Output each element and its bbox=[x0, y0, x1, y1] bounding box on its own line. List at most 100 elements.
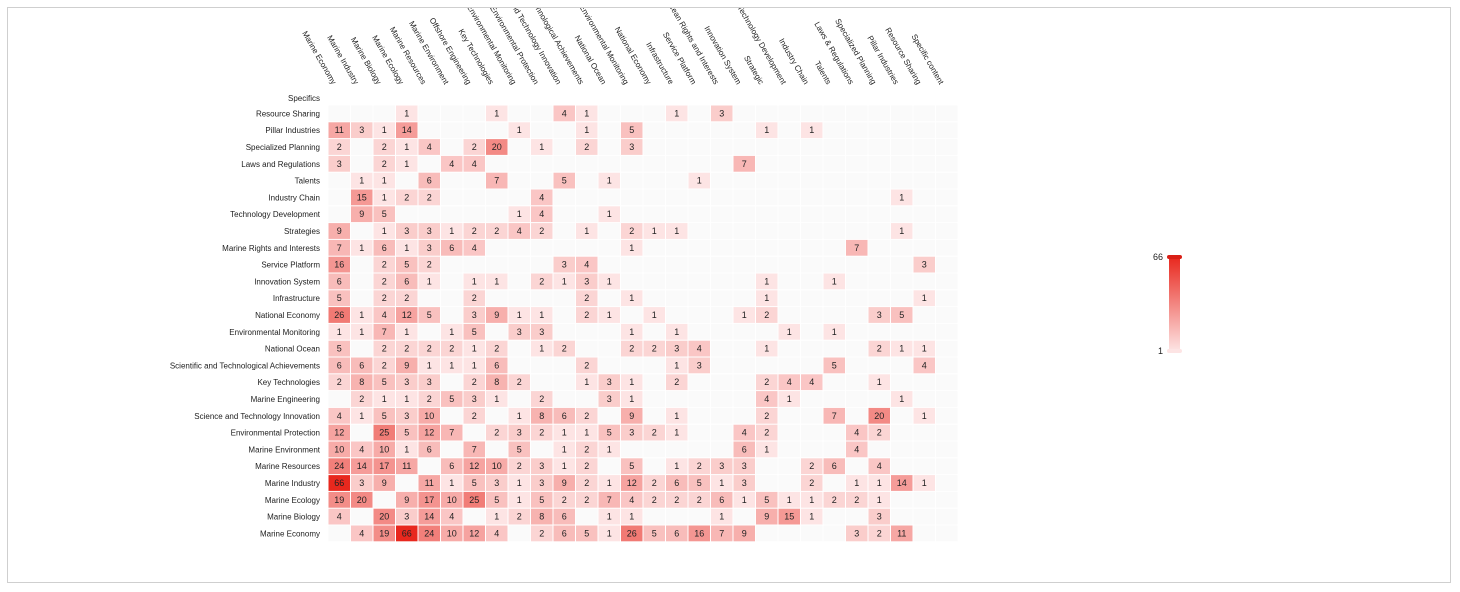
heatmap-cell[interactable] bbox=[756, 290, 778, 307]
heatmap-cell[interactable] bbox=[643, 475, 666, 491]
heatmap-cell[interactable] bbox=[711, 407, 733, 424]
heatmap-cell[interactable] bbox=[846, 105, 868, 122]
heatmap-cell[interactable] bbox=[643, 172, 666, 189]
heatmap-cell[interactable] bbox=[621, 491, 643, 508]
heatmap-cell[interactable] bbox=[936, 172, 958, 189]
heatmap-cell[interactable] bbox=[531, 525, 553, 542]
heatmap-cell[interactable] bbox=[868, 407, 891, 424]
heatmap-cell[interactable] bbox=[711, 340, 733, 357]
heatmap-cell[interactable] bbox=[846, 239, 868, 256]
heatmap-cell[interactable] bbox=[801, 239, 823, 256]
heatmap-cell[interactable] bbox=[666, 323, 688, 340]
heatmap-cell[interactable] bbox=[418, 508, 441, 525]
heatmap-cell[interactable] bbox=[441, 323, 463, 340]
heatmap-cell[interactable] bbox=[418, 172, 441, 189]
heatmap-cell[interactable] bbox=[576, 307, 598, 323]
heatmap-cell[interactable] bbox=[351, 122, 373, 139]
heatmap-cell[interactable] bbox=[598, 155, 621, 172]
heatmap-cell[interactable] bbox=[621, 441, 643, 458]
heatmap-cell[interactable] bbox=[711, 391, 733, 407]
heatmap-cell[interactable] bbox=[936, 273, 958, 290]
heatmap-cell[interactable] bbox=[733, 357, 756, 374]
heatmap-cell[interactable] bbox=[508, 307, 531, 323]
heatmap-cell[interactable] bbox=[936, 323, 958, 340]
heatmap-cell[interactable] bbox=[598, 323, 621, 340]
heatmap-cell[interactable] bbox=[688, 475, 711, 491]
heatmap-cell[interactable] bbox=[711, 206, 733, 223]
heatmap-cell[interactable] bbox=[643, 458, 666, 475]
heatmap-cell[interactable] bbox=[553, 374, 576, 391]
heatmap-cell[interactable] bbox=[441, 122, 463, 139]
heatmap-cell[interactable] bbox=[666, 172, 688, 189]
heatmap-cell[interactable] bbox=[891, 441, 913, 458]
heatmap-cell[interactable] bbox=[936, 189, 958, 206]
heatmap-cell[interactable] bbox=[486, 357, 508, 374]
heatmap-cell[interactable] bbox=[531, 323, 553, 340]
heatmap-cell[interactable] bbox=[396, 441, 418, 458]
heatmap-cell[interactable] bbox=[418, 155, 441, 172]
heatmap-cell[interactable] bbox=[801, 475, 823, 491]
heatmap-cell[interactable] bbox=[351, 172, 373, 189]
heatmap-cell[interactable] bbox=[373, 525, 396, 542]
heatmap-cell[interactable] bbox=[913, 525, 936, 542]
heatmap-cell[interactable] bbox=[553, 172, 576, 189]
heatmap-cell[interactable] bbox=[778, 155, 801, 172]
heatmap-cell[interactable] bbox=[486, 491, 508, 508]
heatmap-cell[interactable] bbox=[576, 239, 598, 256]
heatmap-cell[interactable] bbox=[891, 374, 913, 391]
heatmap-cell[interactable] bbox=[801, 223, 823, 239]
heatmap-cell[interactable] bbox=[868, 475, 891, 491]
heatmap-cell[interactable] bbox=[441, 172, 463, 189]
heatmap-cell[interactable] bbox=[396, 458, 418, 475]
heatmap-cell[interactable] bbox=[846, 340, 868, 357]
heatmap-cell[interactable] bbox=[801, 155, 823, 172]
heatmap-cell[interactable] bbox=[373, 273, 396, 290]
heatmap-cell[interactable] bbox=[823, 189, 846, 206]
heatmap-cell[interactable] bbox=[328, 525, 351, 542]
heatmap-cell[interactable] bbox=[418, 391, 441, 407]
heatmap-cell[interactable] bbox=[531, 273, 553, 290]
heatmap-cell[interactable] bbox=[328, 189, 351, 206]
heatmap-cell[interactable] bbox=[643, 139, 666, 155]
heatmap-cell[interactable] bbox=[576, 223, 598, 239]
heatmap-cell[interactable] bbox=[373, 407, 396, 424]
heatmap-cell[interactable] bbox=[643, 407, 666, 424]
heatmap-cell[interactable] bbox=[328, 223, 351, 239]
heatmap-cell[interactable] bbox=[823, 424, 846, 441]
heatmap-cell[interactable] bbox=[508, 525, 531, 542]
heatmap-cell[interactable] bbox=[328, 391, 351, 407]
heatmap-cell[interactable] bbox=[913, 391, 936, 407]
heatmap-cell[interactable] bbox=[666, 155, 688, 172]
heatmap-cell[interactable] bbox=[531, 155, 553, 172]
heatmap-cell[interactable] bbox=[688, 155, 711, 172]
heatmap-cell[interactable] bbox=[868, 223, 891, 239]
heatmap-cell[interactable] bbox=[756, 189, 778, 206]
heatmap-cell[interactable] bbox=[553, 357, 576, 374]
heatmap-cell[interactable] bbox=[441, 273, 463, 290]
heatmap-cell[interactable] bbox=[733, 172, 756, 189]
heatmap-cell[interactable] bbox=[936, 256, 958, 273]
heatmap-cell[interactable] bbox=[823, 239, 846, 256]
heatmap-cell[interactable] bbox=[846, 458, 868, 475]
heatmap-cell[interactable] bbox=[486, 323, 508, 340]
heatmap-cell[interactable] bbox=[486, 475, 508, 491]
heatmap-cell[interactable] bbox=[328, 122, 351, 139]
heatmap-cell[interactable] bbox=[373, 105, 396, 122]
heatmap-cell[interactable] bbox=[508, 391, 531, 407]
heatmap-cell[interactable] bbox=[891, 424, 913, 441]
heatmap-cell[interactable] bbox=[373, 122, 396, 139]
heatmap-cell[interactable] bbox=[936, 475, 958, 491]
heatmap-cell[interactable] bbox=[891, 391, 913, 407]
heatmap-cell[interactable] bbox=[463, 290, 486, 307]
heatmap-cell[interactable] bbox=[688, 323, 711, 340]
heatmap-cell[interactable] bbox=[576, 374, 598, 391]
heatmap-cell[interactable] bbox=[486, 172, 508, 189]
heatmap-cell[interactable] bbox=[373, 491, 396, 508]
heatmap-cell[interactable] bbox=[913, 256, 936, 273]
heatmap-cell[interactable] bbox=[328, 458, 351, 475]
heatmap-cell[interactable] bbox=[846, 441, 868, 458]
heatmap-cell[interactable] bbox=[328, 374, 351, 391]
heatmap-cell[interactable] bbox=[576, 508, 598, 525]
heatmap-cell[interactable] bbox=[351, 374, 373, 391]
heatmap-cell[interactable] bbox=[486, 458, 508, 475]
